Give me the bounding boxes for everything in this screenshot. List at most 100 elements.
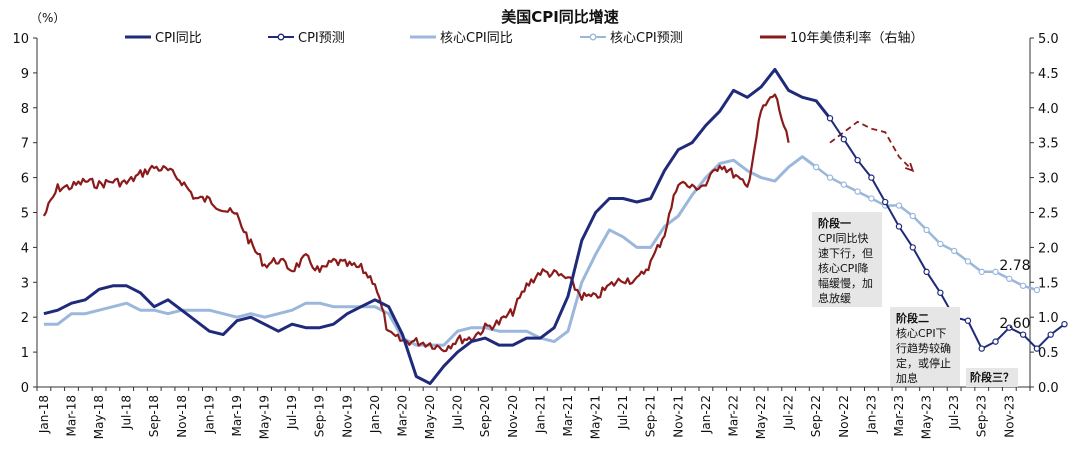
x-tick-label: Sep-18 xyxy=(147,395,161,437)
chart-title: 美国CPI同比增速 xyxy=(501,8,619,26)
stage-2-line: 加息 xyxy=(896,372,918,385)
core-cpi-forecast-point xyxy=(1033,286,1041,294)
annotation-stage-1: 阶段一 CPI同比快 速下行，但 核心CPI降 幅缓慢，加 息放缓 xyxy=(812,212,882,307)
x-tick-label: Mar-19 xyxy=(230,395,244,436)
x-tick-label: Jul-19 xyxy=(285,395,299,430)
x-tick-label: Jan-21 xyxy=(533,395,547,434)
cpi-forecast-point xyxy=(978,345,985,352)
right-tick-label: 4.5 xyxy=(1038,67,1059,82)
plot-area: 2.78 2.60 xyxy=(42,67,1068,385)
x-tick-label: Mar-21 xyxy=(561,395,575,436)
core-cpi-forecast-point xyxy=(923,226,930,234)
legend-marker xyxy=(589,33,597,41)
cpi-forecast-point xyxy=(923,268,930,276)
core-cpi-forecast-point xyxy=(826,174,834,181)
x-tick-label: May-19 xyxy=(258,395,272,439)
right-tick-label: 1.0 xyxy=(1038,311,1059,326)
x-tick-label: Nov-22 xyxy=(837,395,851,438)
left-tick-label: 0 xyxy=(21,381,29,396)
x-tick-label: Sep-22 xyxy=(809,395,823,437)
x-tick-label: May-21 xyxy=(589,395,603,439)
cpi-forecast-point xyxy=(840,136,848,143)
stage-1-line: 幅缓慢，加 xyxy=(818,277,873,290)
core-cpi-forecast-point xyxy=(813,163,820,171)
left-tick-label: 10 xyxy=(12,32,29,47)
x-tick-label: May-20 xyxy=(423,395,437,439)
x-tick-label: Jan-18 xyxy=(37,395,51,434)
core-cpi-forecast-point xyxy=(992,268,999,276)
series-line-core-cpi xyxy=(43,155,818,347)
right-tick-label: 5.0 xyxy=(1038,32,1059,47)
right-tick-label: 2.5 xyxy=(1038,207,1059,222)
stage-1-line: 核心CPI降 xyxy=(818,262,869,275)
legend-label: 核心CPI预测 xyxy=(610,31,683,46)
cpi-forecast-point xyxy=(1047,331,1054,338)
stage-2-line: 行趋势较确 xyxy=(896,342,951,355)
cpi-forecast-point xyxy=(1006,324,1013,331)
cpi-forecast-point xyxy=(909,244,916,251)
left-tick-label: 3 xyxy=(21,276,29,291)
stage-2-line: 核心CPI下 xyxy=(896,327,947,340)
core-cpi-forecast-point xyxy=(854,188,861,195)
right-tick-label: 1.5 xyxy=(1038,276,1059,291)
right-tick-label: 0.0 xyxy=(1038,381,1059,396)
legend-marker xyxy=(277,33,285,41)
core-cpi-forecast-point xyxy=(868,195,875,202)
x-tick-label: Sep-19 xyxy=(313,395,327,437)
series-line-cpi xyxy=(43,67,832,385)
core-cpi-forecast-point xyxy=(895,202,903,209)
core-cpi-forecast-point xyxy=(964,258,972,265)
annotation-stage-3: 阶段三？ xyxy=(966,368,1018,387)
axes: 0 1 2 3 4 5 6 7 8 9 10 0.0 0.5 1.0 1.5 2.0 2.5 3.0 3.5 4.0 4… xyxy=(12,32,1058,439)
x-tick-label: Jul-23 xyxy=(947,395,961,430)
x-tick-label: Mar-22 xyxy=(726,395,740,436)
cpi-forecast-point xyxy=(1061,320,1068,328)
x-tick-label: Jan-19 xyxy=(202,395,216,434)
series-line-cpi-forecast xyxy=(829,117,1066,351)
left-tick-label: 6 xyxy=(21,172,29,187)
left-tick-label: 8 xyxy=(21,102,29,117)
x-tick-label: Jan-20 xyxy=(368,395,382,434)
x-tick-label: Nov-20 xyxy=(506,395,520,438)
x-tick-label: May-18 xyxy=(92,395,106,439)
stage-2-title: 阶段二 xyxy=(896,312,929,325)
legend: CPI同比 CPI预测 核心CPI同比 核心CPI预测 10年美债利率（右轴） xyxy=(125,30,924,46)
left-axis-unit: （%） xyxy=(30,11,65,25)
x-tick-label: Jul-20 xyxy=(451,395,465,430)
x-tick-label: Nov-21 xyxy=(671,395,685,438)
left-tick-label: 1 xyxy=(21,346,29,361)
x-tick-label: Mar-20 xyxy=(395,395,409,436)
cpi-forecast-point xyxy=(868,174,875,181)
stage-1-line: CPI同比快 xyxy=(818,232,869,245)
cpi-forecast-point xyxy=(937,289,944,296)
right-tick-label: 2.0 xyxy=(1038,241,1059,256)
annotation-stage-2: 阶段二 核心CPI下 行趋势较确 定，或停止 加息 xyxy=(890,307,960,386)
x-tick-label: Jul-21 xyxy=(616,395,630,430)
x-tick-label: Jul-22 xyxy=(782,395,796,430)
legend-label: CPI同比 xyxy=(155,31,202,46)
left-tick-label: 5 xyxy=(21,207,29,222)
legend-label: CPI预测 xyxy=(298,31,345,46)
x-tick-label: Jul-18 xyxy=(120,395,134,430)
x-tick-label: Nov-18 xyxy=(175,395,189,438)
cpi-forecast-point xyxy=(964,317,972,324)
x-tick-label: Mar-18 xyxy=(64,395,78,436)
right-tick-label: 4.0 xyxy=(1038,102,1059,117)
core-cpi-forecast-point xyxy=(950,247,958,255)
legend-label: 核心CPI同比 xyxy=(440,31,513,46)
x-tick-label: Jan-22 xyxy=(699,395,713,434)
x-tick-label: Sep-20 xyxy=(478,395,492,437)
cpi-forecast-point xyxy=(895,223,903,230)
x-tick-label: May-22 xyxy=(754,395,768,439)
cpi-forecast-point xyxy=(826,115,834,122)
stage-3-title: 阶段三？ xyxy=(970,371,1014,384)
core-cpi-forecast-point xyxy=(840,181,848,188)
cpi-forecast-point xyxy=(992,338,999,345)
core-cpi-forecast-point xyxy=(1006,275,1013,283)
x-tick-label: Mar-23 xyxy=(892,395,906,436)
x-tick-label: Nov-23 xyxy=(1002,395,1016,438)
right-tick-label: 3.5 xyxy=(1038,137,1059,152)
left-tick-label: 7 xyxy=(21,137,29,152)
right-tick-label: 3.0 xyxy=(1038,172,1059,187)
legend-label: 10年美债利率（右轴） xyxy=(790,30,924,46)
